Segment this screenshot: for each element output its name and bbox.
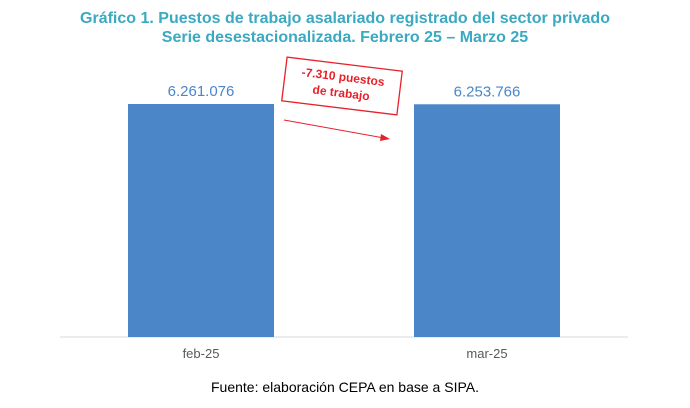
annotation-arrow-line xyxy=(283,119,385,139)
data-label-mar-25: 6.253.766 xyxy=(454,83,521,100)
chart-subtitle: Serie desestacionalizada. Febrero 25 – M… xyxy=(161,29,529,46)
bar-feb-25 xyxy=(128,104,274,337)
tick-label-mar-25: mar-25 xyxy=(466,346,507,361)
tick-label-feb-25: feb-25 xyxy=(183,346,220,361)
source-note: Fuente: elaboración CEPA en base a SIPA. xyxy=(211,379,479,395)
data-label-feb-25: 6.261.076 xyxy=(168,83,235,100)
annotation-border xyxy=(281,56,403,116)
bars-group: 6.261.076 feb-25 6.253.766 mar-25 xyxy=(128,83,560,361)
bar-mar-25 xyxy=(414,104,560,337)
annotation-text-line: de trabajo xyxy=(312,83,371,104)
chart-title: Gráfico 1. Puestos de trabajo asalariado… xyxy=(80,10,610,27)
arrow-head-icon xyxy=(380,134,390,141)
